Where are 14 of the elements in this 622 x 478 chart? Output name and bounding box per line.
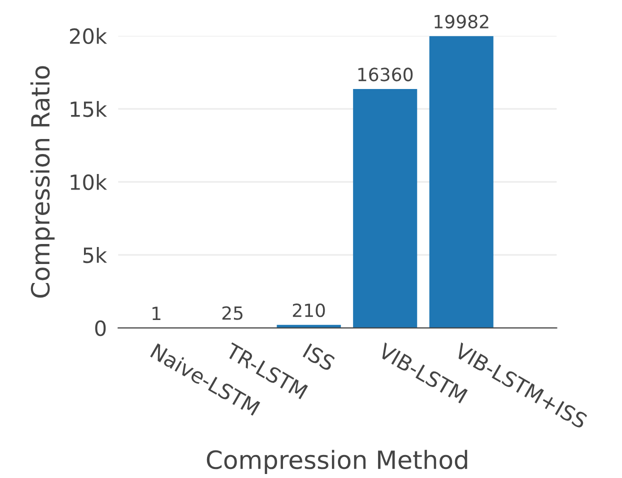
bar <box>353 89 418 328</box>
data-label: 25 <box>222 306 242 320</box>
y-axis-title: Compression Ratio <box>30 66 55 298</box>
data-label: 1 <box>152 306 160 320</box>
data-label: 19982 <box>434 14 488 28</box>
y-tick-label: 15k <box>70 100 108 118</box>
data-label: 16360 <box>358 68 413 82</box>
y-tick-label: 0 <box>95 320 106 336</box>
data-label: 210 <box>292 304 325 318</box>
bar <box>429 36 494 328</box>
y-tick-label: 10k <box>70 174 108 190</box>
y-tick-label: 5k <box>83 246 108 264</box>
x-axis-title: Compression Method <box>206 450 468 474</box>
y-tick-label: 20k <box>70 28 108 44</box>
